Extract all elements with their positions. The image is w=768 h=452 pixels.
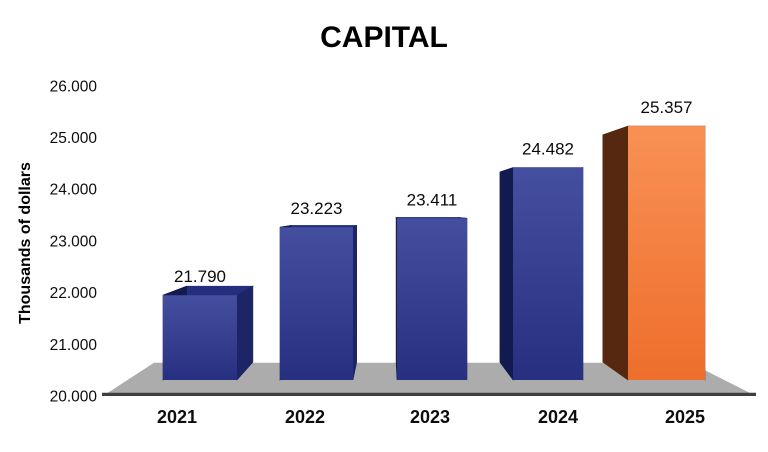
bar-left-face xyxy=(499,167,514,381)
data-label: 24.482 xyxy=(522,140,574,159)
bar-front-face xyxy=(163,295,237,380)
data-label: 23.411 xyxy=(407,190,458,209)
x-axis-label: 2021 xyxy=(157,407,197,427)
bar-2025: 25.357 xyxy=(602,98,706,381)
y-axis-tick-label: 21.000 xyxy=(50,337,98,354)
y-axis-tick-label: 24.000 xyxy=(50,182,98,199)
data-label: 25.357 xyxy=(641,98,693,117)
bar-right-face xyxy=(352,224,358,381)
y-axis-tick-label: 23.000 xyxy=(50,233,98,250)
x-axis-label: 2022 xyxy=(285,407,325,427)
bar-2021: 21.790 xyxy=(162,267,255,381)
bar-2024: 24.482 xyxy=(499,140,584,381)
bar-top-face xyxy=(395,217,468,219)
data-label: 23.223 xyxy=(291,199,343,218)
bar-left-face xyxy=(602,125,629,381)
data-label: 21.790 xyxy=(174,267,226,286)
y-axis-tick-label: 26.000 xyxy=(50,78,98,95)
x-axis-label: 2024 xyxy=(538,407,578,427)
x-axis-label: 2025 xyxy=(665,407,705,427)
bar-2022: 23.223 xyxy=(279,199,358,382)
bar-front-face xyxy=(513,167,583,380)
bar-left-face xyxy=(395,216,398,381)
bar-front-face xyxy=(397,218,467,380)
y-axis-tick-label: 20.000 xyxy=(50,389,98,406)
bar-front-face xyxy=(280,227,353,380)
y-axis-tick-label: 22.000 xyxy=(50,285,98,302)
y-axis-tick-label: 25.000 xyxy=(50,130,98,147)
chart-title: CAPITAL xyxy=(320,21,448,54)
bar-front-face xyxy=(628,126,705,380)
bar-2023: 23.411 xyxy=(395,190,468,381)
x-axis-label: 2023 xyxy=(410,407,450,427)
